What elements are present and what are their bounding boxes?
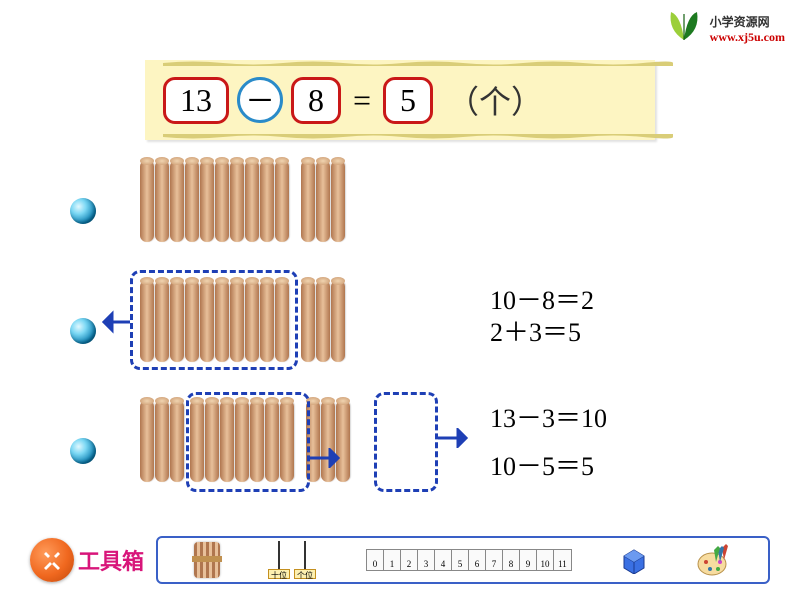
arrow-right-icon (436, 428, 468, 448)
empty-box (374, 392, 438, 492)
palette-icon[interactable] (696, 542, 732, 578)
rod-row-1 (140, 160, 345, 242)
bullet-point (70, 198, 96, 224)
logo-title: 小学资源网 (710, 13, 785, 30)
unit-label: （个） (447, 77, 543, 123)
operand-2: 8 (291, 77, 341, 124)
logo-url: www.xj5u.com (710, 30, 785, 45)
leaf-icon (663, 10, 705, 48)
calc-line-2: 2＋3＝5 (490, 312, 581, 349)
tool-items: 十位 个位 0 1 2 3 4 5 6 7 8 9 10 11 (156, 536, 770, 584)
bullet-point (70, 438, 96, 464)
toolbox-bar: 工具箱 十位 个位 0 1 2 3 4 5 6 7 8 9 10 11 (30, 536, 770, 584)
tools-icon[interactable] (30, 538, 74, 582)
operator-circle: ─ (237, 77, 283, 123)
cube-icon[interactable] (620, 546, 648, 574)
equals-sign: = (349, 82, 375, 119)
bullet-point (70, 318, 96, 344)
calc-line-4: 10－5＝5 (490, 446, 594, 483)
result-box: 5 (383, 77, 433, 124)
toolbox-label: 工具箱 (78, 544, 144, 576)
selection-box-2 (186, 392, 310, 492)
operand-1: 13 (163, 77, 229, 124)
equation-banner: 13 ─ 8 = 5 （个） (145, 60, 655, 140)
bundle-icon[interactable] (194, 542, 220, 578)
abacus-icon[interactable]: 十位 个位 (268, 541, 318, 579)
calc-line-3: 13－3＝10 (490, 398, 607, 435)
arrow-right-icon (308, 448, 340, 468)
site-logo: 小学资源网 www.xj5u.com (663, 10, 785, 48)
ruler-icon[interactable]: 0 1 2 3 4 5 6 7 8 9 10 11 (366, 549, 572, 571)
arrow-left-icon (102, 310, 132, 334)
selection-box-1 (130, 270, 298, 370)
